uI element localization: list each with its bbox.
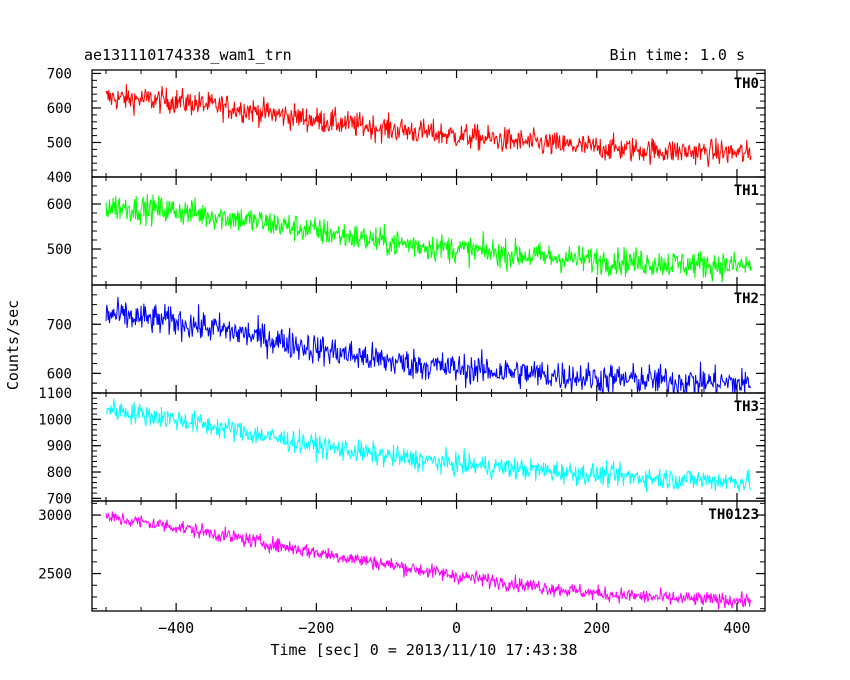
y-tick-label: 600	[47, 197, 72, 213]
y-tick-label: 500	[47, 135, 72, 151]
panel-th1: 500 600 TH1	[47, 176, 766, 286]
panel-th0123: 2500 3000 TH0123	[38, 500, 766, 612]
panel-label-th0123: TH0123	[708, 507, 759, 523]
y-axis-label: Counts/sec	[4, 300, 22, 390]
y-tick-label: 700	[47, 491, 72, 507]
y-tick-label: 900	[47, 439, 72, 455]
panel-th3: 700 800 900 1000 1100 TH3	[38, 386, 766, 507]
x-tick-label: 200	[583, 619, 610, 637]
panel-label-th0: TH0	[734, 76, 759, 92]
panel-frame	[91, 392, 766, 502]
y-tick-label: 1100	[38, 386, 72, 402]
y-tick-label: 400	[47, 170, 72, 186]
y-tick-label: 600	[47, 366, 72, 382]
panel-frame	[91, 69, 766, 178]
y-tick-label: 500	[47, 242, 72, 258]
x-tick-label: 400	[723, 619, 750, 637]
series-line-th2	[105, 296, 752, 393]
figure-title: ae131110174338_wam1_trn	[84, 46, 292, 64]
panel-label-th2: TH2	[734, 291, 759, 307]
y-tick-label: 700	[47, 317, 72, 333]
panel-th0: 400 500 600 700 TH0	[47, 66, 766, 186]
panel-frame	[91, 176, 766, 286]
x-axis-label: Time [sec] 0 = 2013/11/10 17:43:38	[270, 641, 577, 659]
panel-frame	[91, 500, 766, 612]
y-tick-label: 1000	[38, 412, 72, 428]
panel-label-th3: TH3	[734, 399, 759, 415]
x-tick-label: −200	[298, 619, 334, 637]
panels-group: 400 500 600 700 TH0 500 600 TH1 600 700 TH2 700 800 9…	[38, 66, 766, 637]
x-tick-label: 0	[452, 619, 461, 637]
y-tick-label: 700	[47, 66, 72, 82]
y-tick-label: 600	[47, 101, 72, 117]
y-tick-label: 3000	[38, 508, 72, 524]
y-tick-label: 800	[47, 465, 72, 481]
series-line-th0123	[105, 511, 752, 610]
x-tick-label: −400	[158, 619, 194, 637]
bin-time-label: Bin time: 1.0 s	[610, 46, 745, 64]
series-line-th3	[105, 398, 752, 493]
series-line-th1	[105, 193, 752, 283]
series-line-th0	[105, 84, 752, 168]
panel-th2: 600 700 TH2	[47, 284, 766, 394]
panel-label-th1: TH1	[734, 183, 759, 199]
y-tick-label: 2500	[38, 567, 72, 583]
